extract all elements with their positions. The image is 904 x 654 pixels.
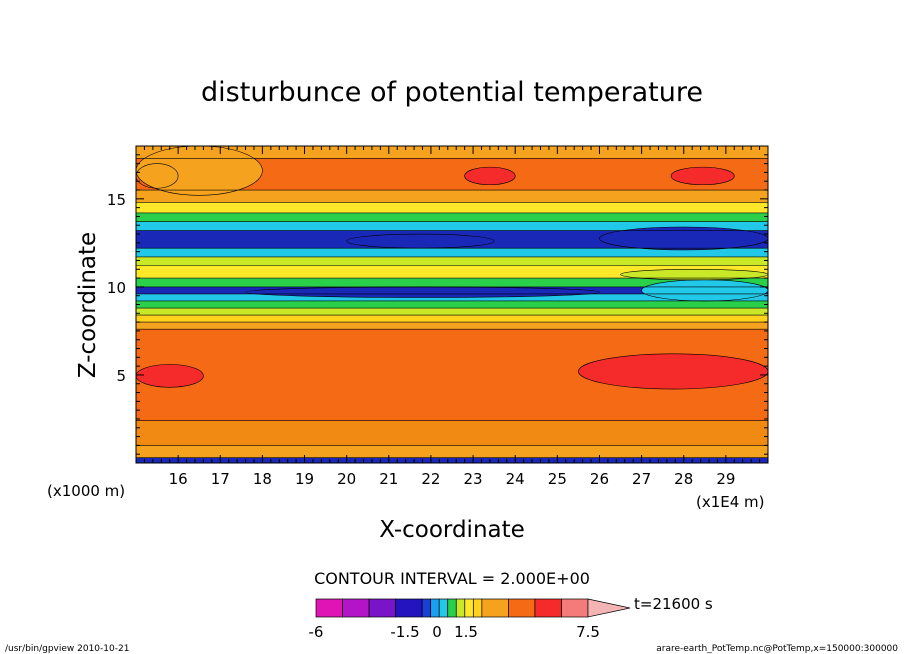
contour-patch-10 xyxy=(620,269,768,280)
contour-band-11 xyxy=(136,265,768,279)
x-tick-label: 29 xyxy=(716,470,735,488)
x-axis-ticks: 16 17 18 19 20 21 22 23 24 25 26 27 28 29 xyxy=(135,146,769,488)
colorbar-swatch-9 xyxy=(464,598,474,618)
colorbar-swatch-3 xyxy=(395,598,423,618)
contour-band-12 xyxy=(136,256,768,266)
y-tick-label: 15 xyxy=(107,191,126,209)
x-tick-label: 27 xyxy=(632,470,651,488)
contour-band-4 xyxy=(136,322,768,330)
contour-band-20 xyxy=(136,146,768,159)
colorbar-label: 0 xyxy=(432,623,442,641)
colorbar-swatch-0 xyxy=(315,598,343,618)
x-tick-label: 18 xyxy=(253,470,272,488)
colorbar-swatch-2 xyxy=(368,598,396,618)
x-tick-label: 17 xyxy=(211,470,230,488)
y-tick-label: 10 xyxy=(107,279,126,297)
contour-lines xyxy=(135,145,769,459)
colorbar-swatch-6 xyxy=(438,598,449,618)
x-axis-label: X-coordinate xyxy=(379,517,525,543)
contour-patch-3 xyxy=(671,167,735,185)
colorbar-swatch-5 xyxy=(430,598,440,618)
colorbar-swatch-4 xyxy=(421,598,432,618)
x-tick-label: 28 xyxy=(674,470,693,488)
contour-patch-7 xyxy=(346,234,495,249)
y-tick-label: 5 xyxy=(116,367,126,385)
colorbar-swatch-1 xyxy=(342,598,370,618)
contour-band-2 xyxy=(136,420,768,446)
x-tick-label: 20 xyxy=(337,470,356,488)
x-tick-label: 16 xyxy=(169,470,188,488)
colorbar-label: -1.5 xyxy=(390,623,419,641)
colorbar-swatch-8 xyxy=(455,598,466,618)
plot-fill-area xyxy=(136,146,768,463)
colorbar-swatch-12 xyxy=(508,598,536,618)
x-tick-label: 19 xyxy=(295,470,314,488)
colorbar-swatch-14 xyxy=(561,598,589,618)
colorbar-swatch-13 xyxy=(534,598,562,618)
colorbar-labels: -6 -1.5 0 1.5 7.5 xyxy=(309,623,600,641)
contour-band-15 xyxy=(136,221,768,231)
contour-band-16 xyxy=(136,212,768,222)
contour-band-13 xyxy=(136,248,768,257)
contour-patch-4 xyxy=(136,364,204,388)
y-unit-label: (x1000 m) xyxy=(47,482,125,500)
x-tick-label: 21 xyxy=(379,470,398,488)
footer-right: arare-earth_PotTemp.nc@PotTemp,x=150000:… xyxy=(656,644,898,654)
x-tick-label: 24 xyxy=(506,470,525,488)
contour-patch-8 xyxy=(599,227,768,250)
contour-patch-5 xyxy=(578,353,768,390)
colorbar-label: 1.5 xyxy=(454,623,478,641)
contour-band-10 xyxy=(136,278,768,287)
chart-title: disturbunce of potential temperature xyxy=(201,77,703,108)
x-tick-label: 25 xyxy=(548,470,567,488)
contour-band-5 xyxy=(136,315,768,323)
contour-band-1 xyxy=(136,445,768,458)
contour-patch-outline-6 xyxy=(245,286,600,298)
time-label: t=21600 s xyxy=(634,595,713,613)
contour-patch-2 xyxy=(464,167,516,185)
x-unit-label: (x1E4 m) xyxy=(696,493,765,511)
contour-band-18 xyxy=(136,190,768,203)
contour-patch-outline-2 xyxy=(464,166,516,186)
colorbar-swatch-7 xyxy=(447,598,457,618)
contour-interval-text: CONTOUR INTERVAL = 2.000E+00 xyxy=(314,569,590,588)
colorbar-label: -6 xyxy=(309,623,324,641)
x-tick-label: 26 xyxy=(590,470,609,488)
contour-band-7 xyxy=(136,300,768,309)
colorbar-swatch-10 xyxy=(472,598,483,618)
x-tick-label: 23 xyxy=(464,470,483,488)
contour-patch-outline-7 xyxy=(346,233,495,249)
colorbar-swatch-11 xyxy=(481,598,509,618)
y-axis-label: Z-coordinate xyxy=(75,232,101,378)
colorbar-label: 7.5 xyxy=(576,623,600,641)
x-tick-label: 22 xyxy=(421,470,440,488)
contour-patch-6 xyxy=(245,286,600,298)
colorbar xyxy=(315,598,631,618)
footer-left: /usr/bin/gpview 2010-10-21 xyxy=(5,644,129,654)
y-axis-ticks: 5 10 15 xyxy=(107,145,768,464)
contour-patch-9 xyxy=(641,279,768,301)
contour-patch-outline-3 xyxy=(670,166,735,186)
contour-band-6 xyxy=(136,308,768,316)
contour-band-17 xyxy=(136,202,768,213)
contour-band-0 xyxy=(136,457,768,463)
colorbar-arrow xyxy=(587,598,631,618)
